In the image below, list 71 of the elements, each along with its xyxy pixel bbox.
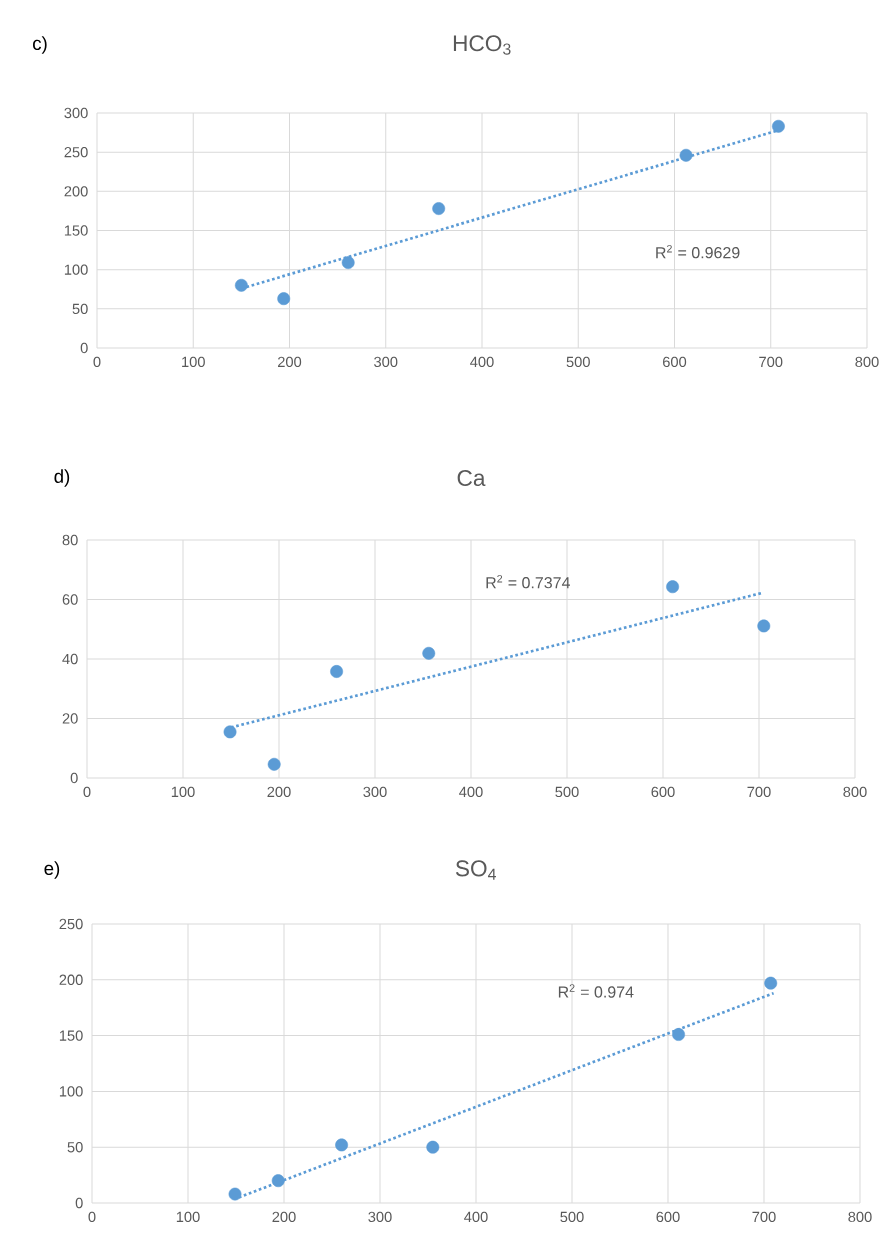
x-tick-label: 400: [464, 1211, 488, 1223]
x-tick-label: 300: [368, 1211, 392, 1223]
x-tick-label: 500: [555, 786, 579, 798]
point: [235, 278, 248, 292]
x-tick-label: 100: [182, 356, 206, 368]
x-tick-label: 100: [172, 786, 195, 798]
y-tick-label: 20: [62, 713, 78, 724]
y-tick-label: 0: [80, 342, 88, 354]
chart-title: SO$_{4}$: [456, 860, 497, 880]
point: [772, 119, 786, 133]
x-tick-label: 300: [374, 356, 398, 368]
point: [272, 1174, 285, 1188]
y-tick-label: 100: [60, 1086, 83, 1097]
y-tick-label: 80: [62, 534, 78, 546]
point: [330, 665, 344, 678]
y-tick-label: 300: [64, 107, 88, 119]
point: [341, 256, 355, 270]
chart-title: Ca: [457, 469, 486, 487]
point: [277, 292, 291, 306]
point: [267, 757, 281, 771]
x-tick-label: 600: [651, 786, 675, 798]
y-tick-label: 0: [75, 1197, 83, 1209]
text: e): [44, 861, 60, 879]
x-tick-label: 400: [459, 786, 483, 798]
point: [432, 202, 446, 215]
point: [679, 148, 693, 162]
point: [764, 976, 778, 990]
y-tick-label: 200: [64, 186, 88, 197]
point: [228, 1187, 242, 1201]
y-tick-label: 0: [70, 772, 78, 784]
point: [335, 1138, 349, 1152]
annotation: R$^{2}$ = 0.974: [559, 984, 634, 998]
x-tick-label: 200: [272, 1211, 296, 1223]
x-tick-label: 700: [747, 786, 771, 798]
y-tick-label: 250: [64, 146, 88, 158]
x-tick-label: 0: [88, 1211, 96, 1223]
x-tick-label: 800: [843, 786, 867, 798]
x-tick-label: 400: [470, 356, 494, 368]
x-tick-label: 300: [363, 786, 387, 798]
point: [672, 1028, 686, 1041]
y-tick-label: 150: [60, 1030, 83, 1041]
x-tick-label: 700: [759, 356, 783, 368]
y-tick-label: 150: [65, 225, 88, 236]
x-tick-label: 600: [663, 356, 687, 368]
y-tick-label: 60: [62, 594, 78, 605]
x-tick-label: 800: [855, 356, 879, 368]
y-tick-label: 50: [67, 1142, 83, 1153]
point: [426, 1140, 440, 1154]
x-tick-label: 600: [656, 1211, 680, 1223]
x-tick-label: 500: [566, 356, 591, 368]
x-tick-label: 100: [177, 1211, 200, 1223]
chart-title: HCO$_{3}$: [454, 35, 511, 55]
annotation: R$^{2}$ = 0.9629: [656, 244, 740, 259]
x-tick-label: 800: [848, 1211, 872, 1223]
x-tick-label: 200: [267, 786, 291, 798]
point: [757, 619, 771, 633]
x-tick-label: 500: [560, 1211, 584, 1223]
point: [223, 725, 237, 739]
text: d): [54, 469, 70, 487]
point: [422, 646, 436, 660]
y-tick-label: 250: [59, 918, 83, 930]
x-tick-label: 0: [93, 356, 101, 368]
y-tick-label: 200: [59, 974, 83, 985]
annotation: R$^{2}$ = 0.7374: [486, 574, 571, 589]
x-tick-label: 700: [752, 1211, 776, 1223]
text: c): [33, 36, 47, 54]
y-tick-label: 50: [72, 303, 88, 315]
y-tick-label: 100: [65, 264, 88, 275]
point: [666, 580, 680, 594]
y-tick-label: 40: [62, 653, 78, 665]
x-tick-label: 200: [278, 356, 302, 368]
